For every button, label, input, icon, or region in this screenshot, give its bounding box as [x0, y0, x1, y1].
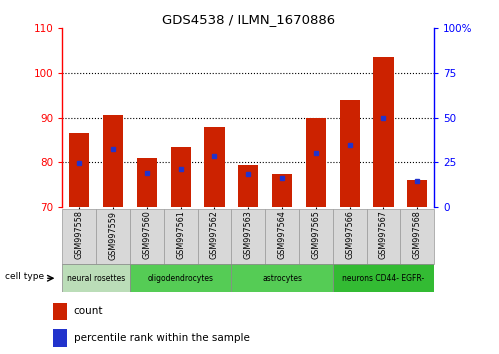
Text: GSM997559: GSM997559 [109, 211, 118, 259]
Bar [333, 209, 367, 264]
Text: GSM997563: GSM997563 [244, 211, 253, 259]
Text: cell type: cell type [5, 272, 44, 281]
Text: percentile rank within the sample: percentile rank within the sample [74, 333, 250, 343]
Bar [238, 165, 258, 207]
Bar [96, 209, 130, 264]
Text: GSM997566: GSM997566 [345, 211, 354, 259]
Bar [103, 115, 123, 207]
Text: GSM997568: GSM997568 [413, 211, 422, 259]
Bar [333, 264, 434, 292]
Text: neural rosettes: neural rosettes [67, 274, 125, 283]
Text: GSM997561: GSM997561 [176, 211, 185, 259]
Text: astrocytes: astrocytes [262, 274, 302, 283]
Bar [306, 118, 326, 207]
Bar [400, 209, 434, 264]
Text: neurons CD44- EGFR-: neurons CD44- EGFR- [342, 274, 425, 283]
Bar [137, 158, 157, 207]
Bar [272, 173, 292, 207]
Bar [171, 147, 191, 207]
Bar [69, 133, 89, 207]
Bar [62, 209, 96, 264]
Bar [204, 127, 225, 207]
Bar [407, 180, 427, 207]
Bar [265, 209, 299, 264]
Bar [53, 303, 67, 320]
Text: count: count [74, 306, 103, 316]
Bar [130, 264, 232, 292]
Bar [130, 209, 164, 264]
Text: oligodendrocytes: oligodendrocytes [148, 274, 214, 283]
Bar [62, 264, 130, 292]
Text: GSM997558: GSM997558 [75, 211, 84, 259]
Bar [53, 330, 67, 347]
Bar [339, 100, 360, 207]
Text: GSM997565: GSM997565 [311, 211, 320, 259]
Bar [198, 209, 232, 264]
Bar [232, 264, 333, 292]
Bar [164, 209, 198, 264]
Bar [367, 209, 400, 264]
Bar [373, 57, 394, 207]
Title: GDS4538 / ILMN_1670886: GDS4538 / ILMN_1670886 [162, 13, 335, 26]
Bar [299, 209, 333, 264]
Text: GSM997562: GSM997562 [210, 211, 219, 259]
Text: GSM997567: GSM997567 [379, 211, 388, 259]
Text: GSM997560: GSM997560 [142, 211, 151, 259]
Bar [232, 209, 265, 264]
Text: GSM997564: GSM997564 [277, 211, 286, 259]
